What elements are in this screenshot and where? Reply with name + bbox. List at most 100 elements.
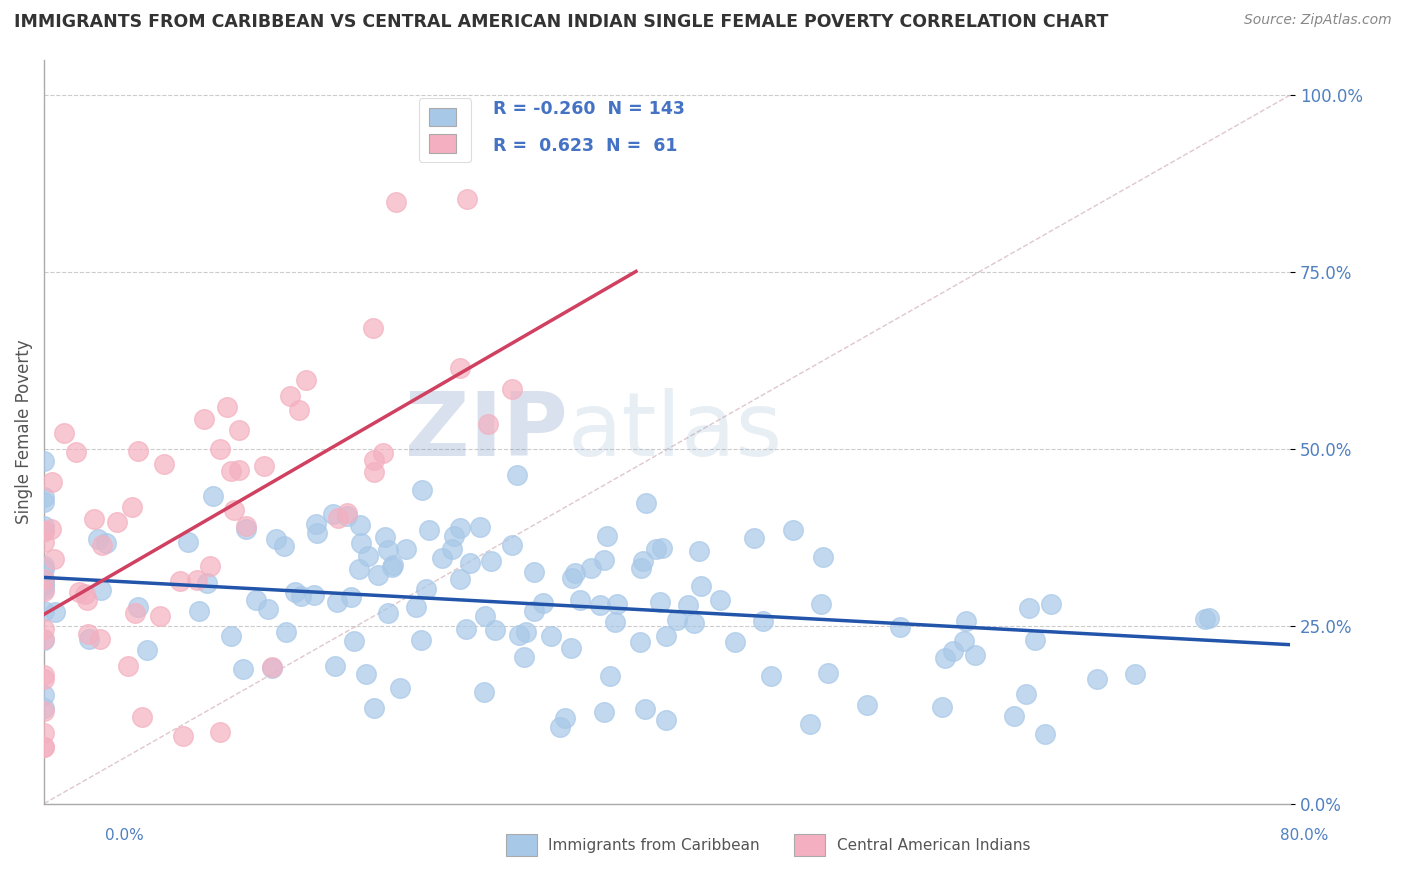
Point: [855, 698, 877, 713]
Point: [636, 496, 658, 510]
Text: atlas: atlas: [568, 388, 783, 475]
Point: [32, 535, 55, 549]
Point: [742, 532, 765, 546]
Point: [799, 716, 821, 731]
Point: [479, 554, 502, 568]
Point: [326, 511, 349, 525]
Point: [589, 599, 612, 613]
Point: [90, 582, 112, 597]
Point: [228, 423, 250, 437]
Point: [361, 321, 384, 335]
Point: [39, 522, 62, 536]
Point: [131, 710, 153, 724]
Point: [389, 681, 412, 696]
Point: [1194, 612, 1216, 626]
Point: [253, 458, 276, 473]
Point: [153, 457, 176, 471]
Point: [53, 425, 76, 440]
Point: [477, 417, 499, 431]
Point: [472, 684, 495, 698]
Point: [934, 650, 956, 665]
Point: [32, 705, 55, 719]
Point: [284, 585, 307, 599]
Point: [1018, 601, 1040, 615]
Point: [371, 445, 394, 459]
Point: [32, 672, 55, 686]
Point: [67, 584, 90, 599]
Point: [782, 523, 804, 537]
Point: [219, 464, 242, 478]
Point: [302, 588, 325, 602]
Point: [76, 626, 98, 640]
Point: [32, 572, 55, 586]
Point: [127, 443, 149, 458]
Point: [931, 699, 953, 714]
Point: [1002, 709, 1025, 723]
Point: [560, 641, 582, 656]
Point: [32, 519, 55, 533]
Point: [458, 556, 481, 570]
Point: [631, 553, 654, 567]
Text: R = -0.260  N = 143: R = -0.260 N = 143: [492, 100, 685, 118]
Text: ZIP: ZIP: [405, 388, 568, 475]
Point: [688, 543, 710, 558]
Point: [817, 665, 839, 680]
Point: [540, 629, 562, 643]
Point: [377, 543, 399, 558]
Point: [32, 562, 55, 576]
Point: [76, 593, 98, 607]
Point: [810, 597, 832, 611]
Point: [245, 593, 267, 607]
Text: IMMIGRANTS FROM CARIBBEAN VS CENTRAL AMERICAN INDIAN SINGLE FEMALE POVERTY CORRE: IMMIGRANTS FROM CARIBBEAN VS CENTRAL AME…: [14, 13, 1108, 31]
Point: [523, 604, 546, 618]
Point: [65, 444, 87, 458]
Point: [32, 495, 55, 509]
Point: [508, 628, 530, 642]
Point: [363, 453, 385, 467]
Point: [354, 666, 377, 681]
Point: [593, 553, 616, 567]
Point: [195, 576, 218, 591]
Point: [531, 596, 554, 610]
Point: [232, 662, 254, 676]
Point: [32, 524, 55, 538]
Point: [357, 549, 380, 563]
Point: [515, 624, 537, 639]
Point: [149, 609, 172, 624]
Point: [32, 688, 55, 702]
FancyBboxPatch shape: [506, 834, 537, 856]
Point: [377, 606, 399, 620]
Text: Central American Indians: Central American Indians: [837, 838, 1031, 853]
Point: [443, 528, 465, 542]
Point: [634, 701, 657, 715]
Point: [273, 539, 295, 553]
Point: [32, 739, 55, 754]
Point: [201, 489, 224, 503]
Point: [484, 624, 506, 638]
Point: [172, 729, 194, 743]
Point: [32, 524, 55, 538]
Point: [363, 701, 385, 715]
Point: [91, 538, 114, 552]
Point: [228, 463, 250, 477]
Point: [411, 633, 433, 648]
Point: [124, 606, 146, 620]
Point: [752, 614, 775, 628]
Point: [561, 571, 583, 585]
Point: [1085, 672, 1108, 686]
Point: [32, 578, 55, 592]
Point: [548, 720, 571, 734]
Point: [367, 568, 389, 582]
Point: [94, 536, 117, 550]
Point: [418, 523, 440, 537]
Point: [193, 412, 215, 426]
Point: [32, 490, 55, 504]
Point: [654, 629, 676, 643]
Point: [470, 520, 492, 534]
Point: [32, 632, 55, 646]
Point: [644, 542, 666, 557]
Point: [32, 559, 55, 574]
Point: [77, 632, 100, 646]
Point: [32, 573, 55, 587]
Point: [449, 521, 471, 535]
